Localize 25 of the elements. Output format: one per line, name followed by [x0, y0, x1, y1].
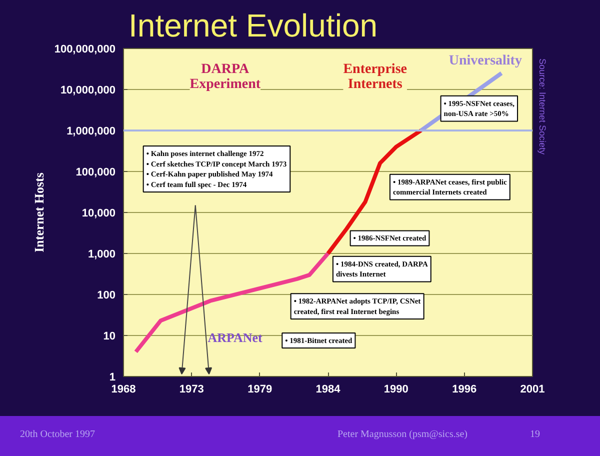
y-axis-title: Internet Hosts — [31, 172, 46, 252]
annotation: Universality — [448, 53, 522, 68]
x-tick-label: 1973 — [179, 384, 204, 396]
y-tick-label: 10,000,000 — [60, 84, 116, 96]
text: 19 — [530, 428, 540, 442]
text: Peter Magnusson (psm@sics.se) — [336, 428, 469, 442]
y-tick-label: 10 — [103, 330, 116, 342]
y-tick-label: 1,000 — [88, 248, 116, 260]
x-tick-label: 2001 — [520, 384, 545, 396]
x-tick-label: 1996 — [452, 384, 477, 396]
y-tick-label: 10,000 — [82, 208, 116, 220]
y-tick-label: 1,000,000 — [66, 126, 116, 138]
chart-title: Internet Evolution — [128, 8, 378, 44]
annotation: Enterprise Internets — [343, 62, 407, 92]
source-note: Source: Internet Society — [538, 58, 548, 156]
x-tick-label: 1968 — [111, 384, 136, 396]
x-tick-label: 1984 — [316, 384, 342, 396]
annotation: DARPA Experiment — [190, 62, 261, 92]
y-tick-label: 1 — [109, 372, 116, 384]
y-tick-label: 100 — [97, 290, 116, 302]
x-tick-label: 1990 — [384, 384, 408, 396]
x-tick-label: 1979 — [248, 384, 272, 396]
y-tick-label: 100,000,000 — [54, 44, 116, 56]
text: 20th October 1997 — [20, 428, 96, 442]
y-tick-label: 100,000 — [76, 166, 116, 178]
